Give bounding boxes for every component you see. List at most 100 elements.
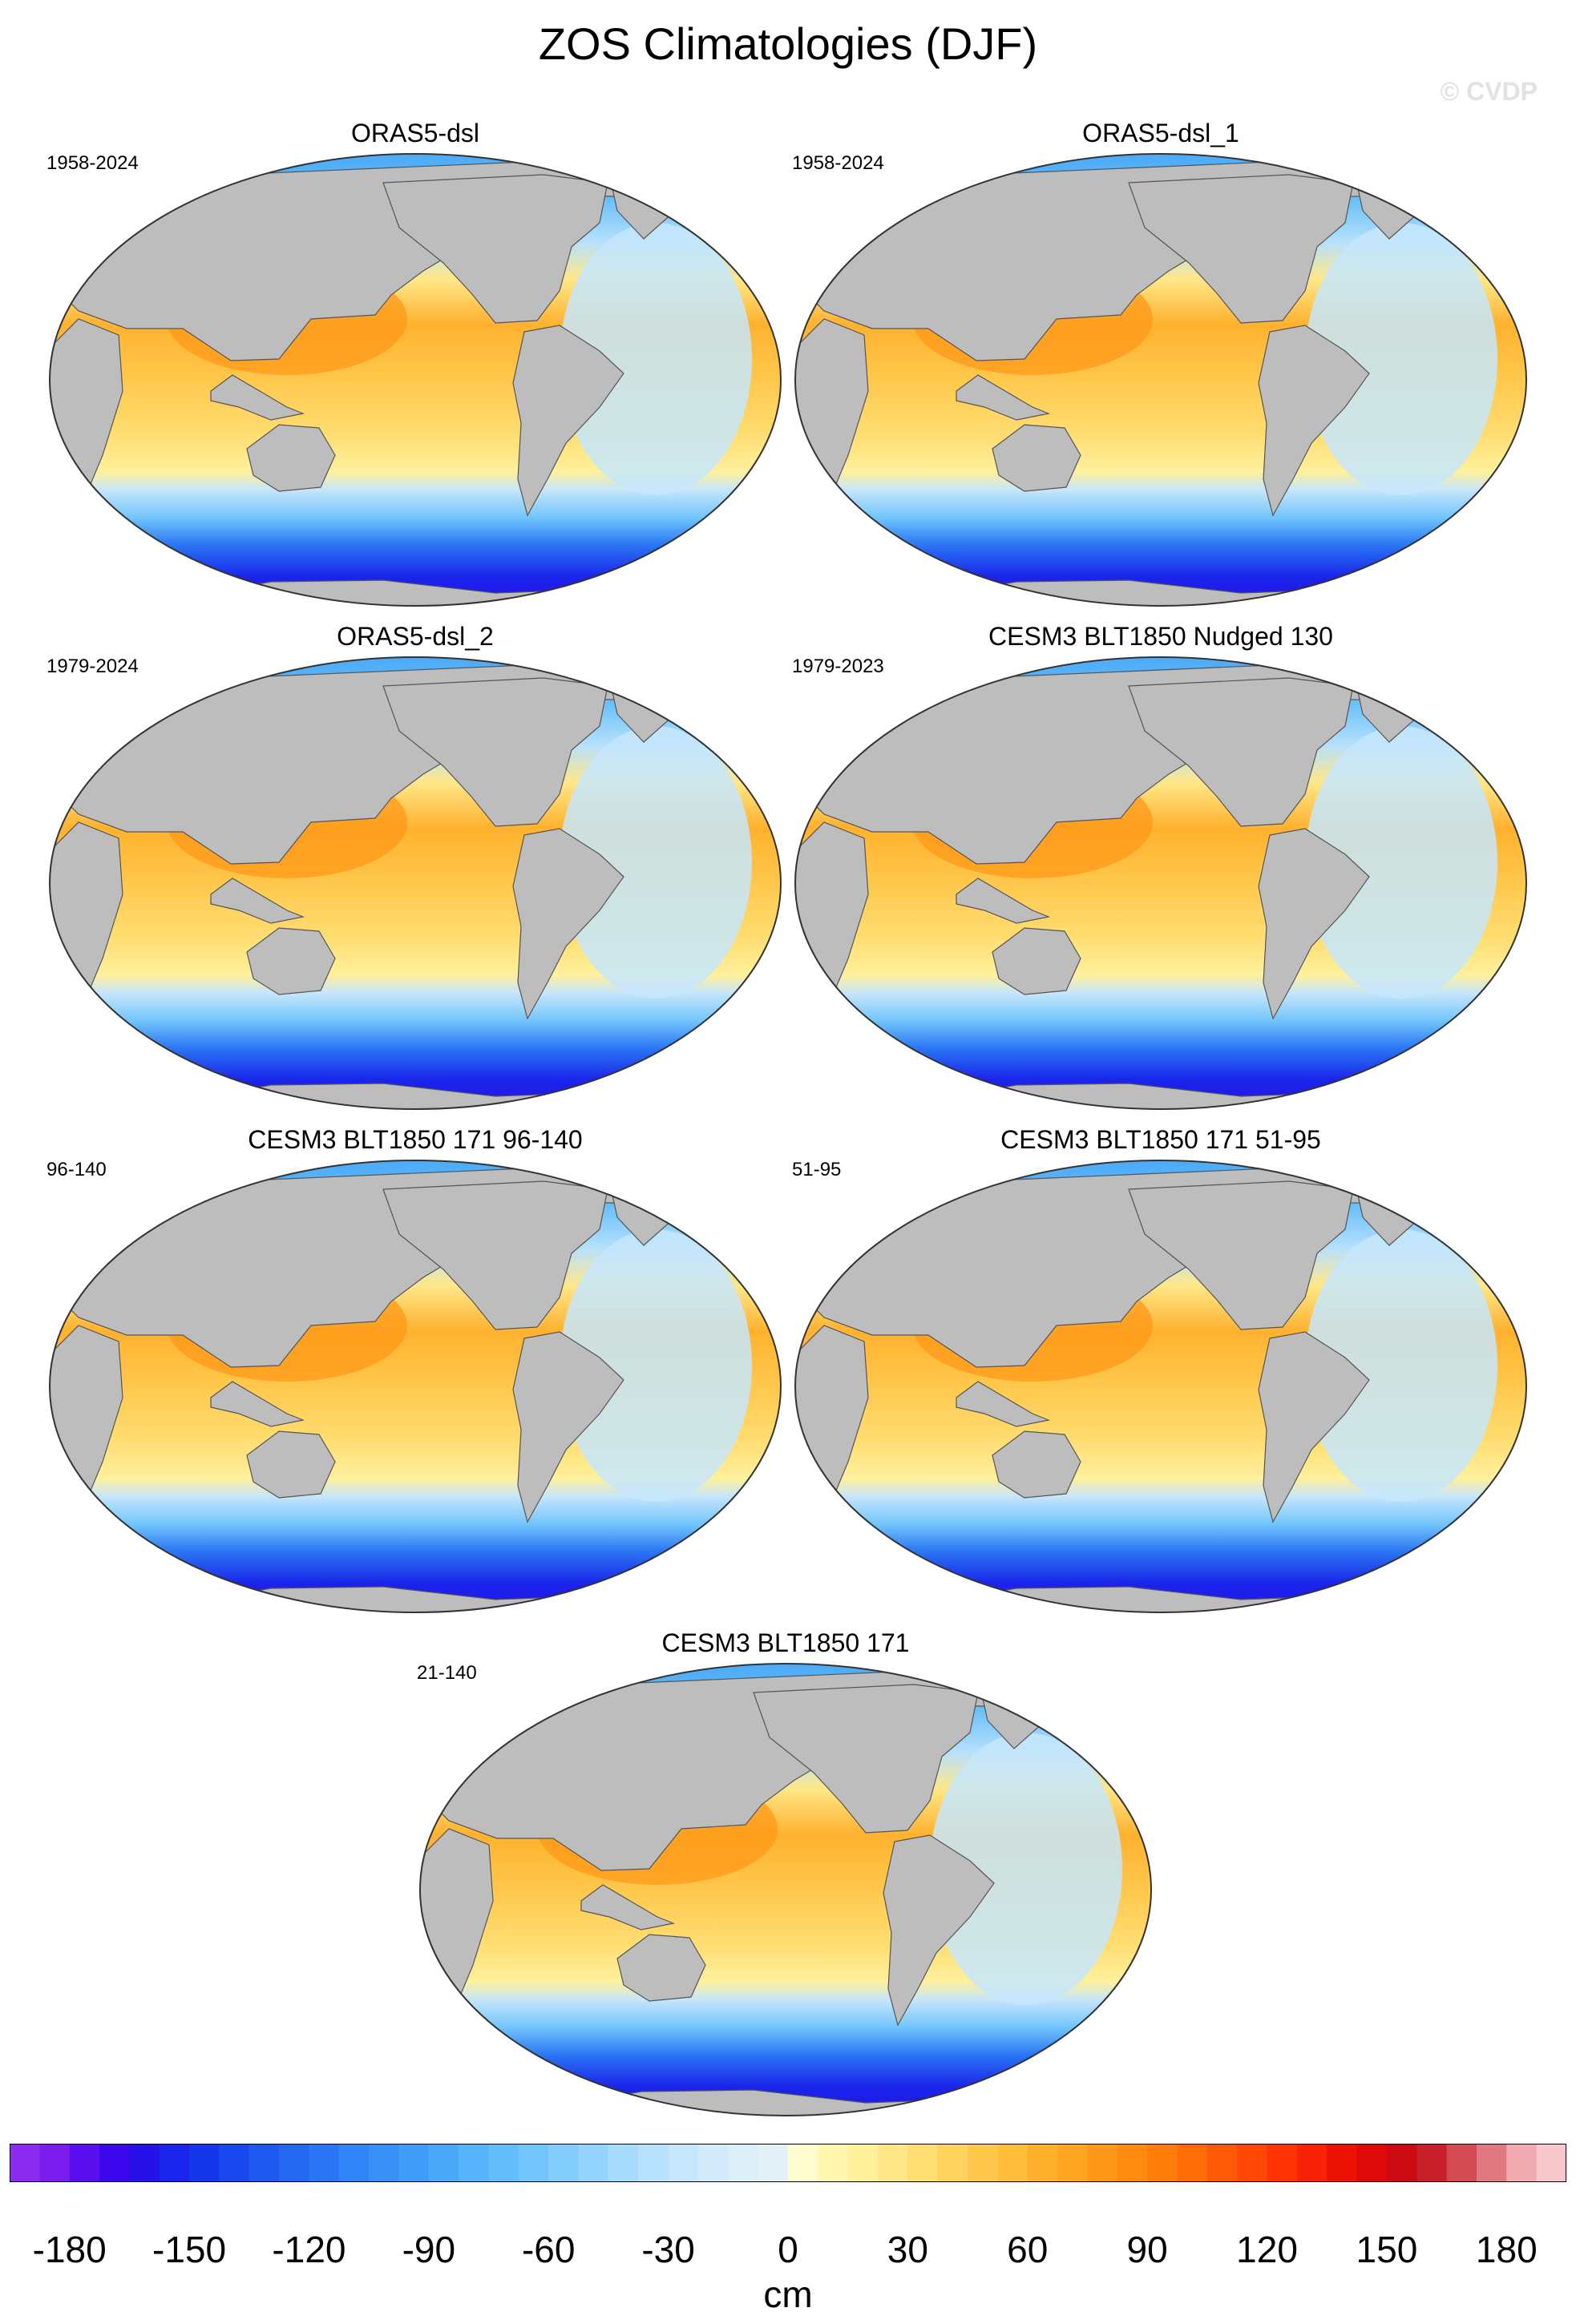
colorbar-bin [1536,2144,1566,2182]
land-australia [992,927,1081,995]
land-australia [992,1430,1081,1499]
colorbar-bin [907,2144,939,2182]
panel-period: 1979-2024 [46,656,139,677]
colorbar-bin [488,2144,519,2182]
colorbar-bin [159,2144,190,2182]
colorbar-bin [69,2144,100,2182]
colorbar-tick-label: 180 [1475,2229,1538,2270]
colorbar-tick-labels: -180 -150 -120 -90 -60 -30 0 30 60 90 120 150 180 [0,2228,1576,2270]
colorbar-bin [189,2144,220,2182]
colorbar-tick-label: 0 [778,2229,798,2270]
panel-period: 1979-2023 [792,656,884,677]
panel-period: 1958-2024 [46,152,139,174]
colorbar-unit: cm [763,2274,813,2315]
land-maritime [210,1381,305,1427]
colorbar-bin [1117,2144,1148,2182]
colorbar-tick-label: 60 [1007,2229,1049,2270]
panel-title: CESM3 BLT1850 Nudged 130 [988,622,1333,651]
figure-title: ZOS Climatologies (DJF) [538,18,1038,69]
colorbar-bin [997,2144,1028,2182]
land-australia [246,927,336,995]
land-south-america [512,1331,624,1523]
land-south-america [512,325,624,517]
colorbar-bin [1267,2144,1298,2182]
panel-period: 1958-2024 [792,152,884,174]
colorbar-bin [697,2144,729,2182]
colorbar-bin [788,2144,818,2182]
atlantic-basin [1305,1229,1497,1502]
colorbar-border [10,2144,1566,2182]
land-south-america [883,1834,995,2027]
land-australia [246,1430,336,1499]
atlantic-basin [1305,726,1497,999]
colorbar-tick-label: 150 [1356,2229,1418,2270]
colorbar-tick-label: 30 [887,2229,928,2270]
colorbar-bin [518,2144,549,2182]
land-australia [616,1934,706,2002]
colorbar-bin [99,2144,130,2182]
land-maritime [580,1884,676,1931]
colorbar-tick-label: 120 [1236,2229,1298,2270]
world-map [49,656,782,1110]
map-outline [419,1663,1152,2116]
colorbar-bin [1237,2144,1268,2182]
colorbar-tick-label: -30 [641,2229,695,2270]
colorbar [10,2144,1566,2182]
land-australia [246,424,336,492]
colorbar-tick-label: -60 [521,2229,576,2270]
colorbar-bin [1296,2144,1327,2182]
colorbar-bin [758,2144,789,2182]
world-map [419,1663,1152,2116]
world-map [794,656,1527,1110]
colorbar-bin [578,2144,609,2182]
colorbar-bin [638,2144,669,2182]
colorbar-bin [1057,2144,1088,2182]
land-south-america [1258,828,1370,1020]
map-panel: ORAS5-dsl_1 1958-2024 [792,119,1530,609]
colorbar-bin [338,2144,370,2182]
colorbar-tick-label: -90 [402,2229,456,2270]
colorbar-bin [10,2144,40,2182]
colorbar-tick-label: 90 [1126,2229,1168,2270]
colorbar-bin [279,2144,309,2182]
colorbar-bin [1177,2144,1208,2182]
colorbar-bin [1386,2144,1417,2182]
map-outline [794,656,1527,1110]
colorbar-bin [728,2144,759,2182]
atlantic-basin [560,1229,752,1502]
world-map [49,1160,782,1613]
colorbar-bin [937,2144,968,2182]
colorbar-bin [1147,2144,1178,2182]
colorbar-bin [1206,2144,1238,2182]
panel-period: 21-140 [417,1662,477,1684]
world-map [794,1160,1527,1613]
colorbar-bin [1416,2144,1448,2182]
colorbar-bin [548,2144,580,2182]
land-maritime [956,374,1051,421]
colorbar-bin [398,2144,430,2182]
panel-title: ORAS5-dsl_1 [1082,119,1239,147]
map-panel: ORAS5-dsl 1958-2024 [46,119,784,609]
map-outline [794,1160,1527,1613]
colorbar-bin [668,2144,699,2182]
colorbar-bin [847,2144,879,2182]
colorbar-bin [249,2144,280,2182]
atlantic-basin [1305,223,1497,495]
colorbar-bin [878,2144,908,2182]
atlantic-basin [560,726,752,999]
land-south-america [1258,325,1370,517]
colorbar-bin [818,2144,849,2182]
colorbar-bin [129,2144,160,2182]
map-panel: CESM3 BLT1850 171 96-140 96-140 [46,1125,784,1616]
world-map [49,153,782,607]
panel-period: 51-95 [792,1159,842,1180]
map-panel: CESM3 BLT1850 Nudged 130 1979-2023 [792,622,1530,1112]
colorbar-bin [1506,2144,1538,2182]
map-outline [49,1160,782,1613]
colorbar-tick-label: -150 [152,2229,227,2270]
colorbar-bin [459,2144,490,2182]
world-map [794,153,1527,607]
land-maritime [210,878,305,924]
colorbar-bin [608,2144,639,2182]
land-south-america [512,828,624,1020]
